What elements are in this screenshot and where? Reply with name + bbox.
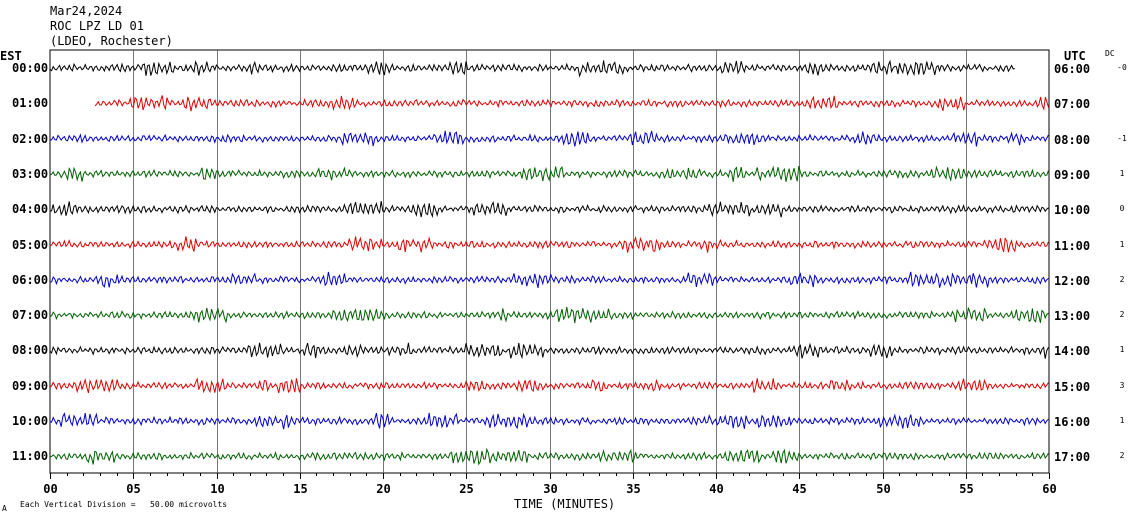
row-label-utc: 12:00: [1054, 273, 1091, 288]
x-tick-label: 60: [1042, 482, 1056, 496]
x-tick-label: 05: [126, 482, 140, 496]
row-dc-value: 2: [1119, 274, 1125, 284]
row-dc-value: 3: [1119, 380, 1125, 390]
x-tick-label: 50: [876, 482, 890, 496]
row-label-est: 03:00: [12, 166, 49, 181]
row-label-est: 07:00: [12, 308, 49, 323]
trace-08:00: [49, 342, 1049, 360]
trace-07:00: [49, 306, 1049, 324]
chart-date: Mar24,2024: [50, 4, 123, 18]
trace-10:00: [49, 412, 1049, 430]
trace-05:00: [49, 235, 1049, 253]
x-tick-label: 20: [376, 482, 390, 496]
dc-header: DC: [1105, 49, 1115, 58]
trace-04:00: [49, 200, 1049, 219]
row-label-utc: 11:00: [1054, 238, 1091, 253]
row-label-utc: 15:00: [1054, 379, 1091, 394]
row-dc-value: 2: [1119, 310, 1125, 320]
footer-mark: A: [2, 504, 7, 513]
row-label-utc: 14:00: [1054, 344, 1091, 359]
trace-11:00: [49, 447, 1049, 466]
row-label-est: 05:00: [12, 237, 49, 252]
x-tick-label: 35: [626, 482, 640, 496]
trace-01:00: [94, 95, 1050, 112]
x-tick-label: 45: [792, 482, 806, 496]
trace-09:00: [49, 377, 1049, 394]
row-label-utc: 16:00: [1054, 415, 1091, 429]
plot-frame: [49, 49, 1050, 474]
row-dc-value: 0: [1119, 204, 1125, 214]
station-network: (LDEO, Rochester): [50, 34, 173, 48]
row-dc-value: 1: [1119, 345, 1125, 355]
x-tick-label: 25: [459, 482, 473, 496]
row-label-utc: 09:00: [1054, 167, 1091, 182]
row-dc-value: 1: [1119, 168, 1125, 178]
row-label-utc: 13:00: [1054, 309, 1091, 324]
row-label-est: 00:00: [12, 61, 49, 75]
x-tick-label: 10: [210, 482, 224, 496]
row-label-est: 02:00: [12, 131, 49, 146]
row-dc-value: 1: [1119, 416, 1125, 425]
row-label-utc: 06:00: [1054, 62, 1091, 76]
trace-02:00: [49, 130, 1049, 147]
right-timezone-label: UTC: [1064, 49, 1086, 63]
row-label-est: 08:00: [12, 343, 49, 358]
row-dc-value: 2: [1119, 451, 1125, 461]
row-dc-value: 1: [1119, 239, 1125, 249]
row-label-utc: 07:00: [1054, 97, 1091, 112]
x-tick-label: 30: [543, 482, 557, 496]
left-timezone-label: EST: [0, 49, 22, 63]
row-label-est: 09:00: [12, 378, 49, 393]
x-tick-label: 15: [293, 482, 307, 496]
station-code: ROC LPZ LD 01: [50, 19, 144, 33]
trace-00:00: [49, 59, 1015, 78]
trace-03:00: [49, 165, 1049, 183]
row-label-utc: 17:00: [1054, 450, 1091, 465]
x-tick-label: 00: [43, 482, 57, 496]
row-label-est: 11:00: [12, 449, 49, 464]
trace-06:00: [50, 271, 1049, 289]
vertical-division-note: Each Vertical Division = 50.00 microvolt…: [20, 500, 228, 509]
x-tick-label: 55: [959, 482, 973, 496]
row-label-est: 10:00: [12, 414, 49, 428]
row-label-utc: 08:00: [1054, 132, 1091, 147]
row-label-utc: 10:00: [1054, 203, 1091, 218]
row-label-est: 01:00: [12, 96, 49, 111]
row-label-est: 04:00: [12, 202, 49, 217]
x-axis-title: TIME (MINUTES): [514, 497, 616, 511]
x-tick-label: 40: [709, 482, 723, 496]
row-label-est: 06:00: [12, 272, 49, 287]
row-dc-value: -0: [1117, 63, 1127, 72]
row-dc-value: -1: [1117, 133, 1127, 143]
